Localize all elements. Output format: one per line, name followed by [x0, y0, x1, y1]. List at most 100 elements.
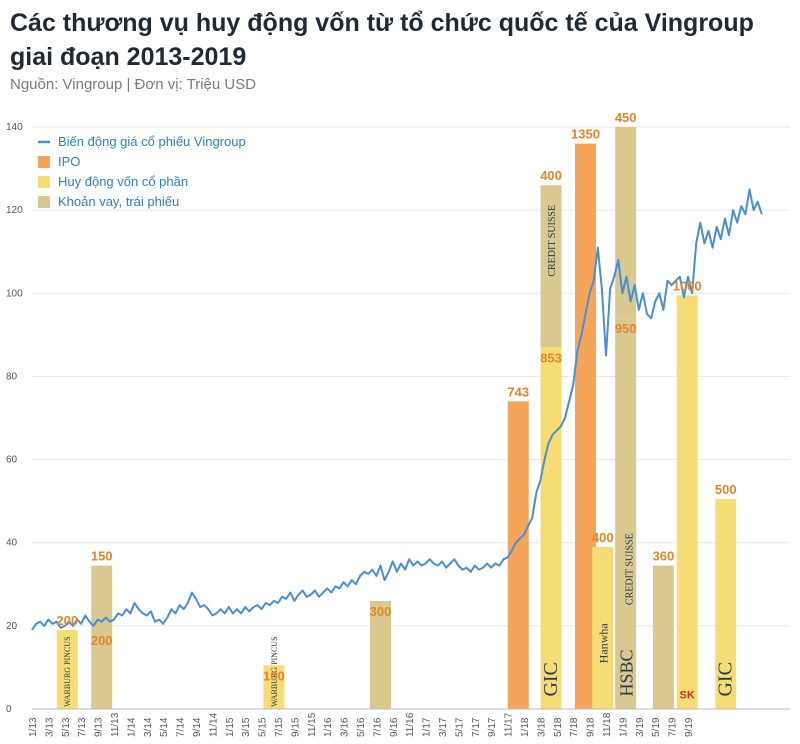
x-tick-label: 9/17: [487, 717, 498, 737]
x-tick-label: 5/19: [651, 717, 662, 737]
axes: 0 20 40 60 80 100 120 140 1/13 3/13 5/13 7/13 9/13 11…: [6, 122, 790, 737]
x-tick-label: 7/17: [471, 717, 482, 737]
x-tick-label: 3/17: [438, 717, 449, 737]
x-tick-label: 5/14: [159, 717, 170, 737]
x-tick-label: 3/15: [241, 717, 252, 737]
price-line: [31, 188, 763, 631]
chart: WARBURG PINCUS WARBURG PINCUS CREDIT SUISS…: [6, 110, 790, 737]
bar-equity: [56, 630, 78, 709]
data-label: 300: [370, 604, 392, 619]
y-tick-label: 140: [6, 122, 23, 133]
y-tick-label: 60: [6, 455, 18, 466]
data-label: 743: [507, 384, 529, 399]
x-tick-label: 9/13: [94, 717, 105, 737]
x-tick-label: 3/14: [143, 717, 154, 737]
x-tick-label: 9/15: [290, 717, 301, 737]
hsbc-logo: HSBC: [617, 649, 637, 696]
y-tick-label: 0: [6, 704, 12, 715]
x-tick-label: 7/13: [77, 717, 88, 737]
legend-swatch-equity: [38, 176, 50, 188]
data-label: 1350: [571, 127, 600, 142]
data-label: 200: [56, 613, 78, 628]
data-label: 400: [540, 168, 562, 183]
y-tick-label: 40: [6, 538, 18, 549]
x-tick-label: 7/19: [668, 717, 679, 737]
x-tick-label: 1/19: [618, 717, 629, 737]
x-tick-label: 3/18: [536, 717, 547, 737]
gic-logo: GIC: [540, 662, 562, 696]
data-label: 200: [91, 633, 113, 648]
legend-swatch-ipo: [38, 156, 50, 168]
sk-logo: SK: [680, 690, 695, 702]
bar-equity: [676, 295, 698, 709]
bar-equity: [540, 347, 562, 709]
x-tick-label: 11/15: [307, 712, 318, 737]
x-tick-label: 7/15: [274, 717, 285, 737]
data-label: 950: [615, 321, 637, 336]
bar-loan: [615, 318, 637, 709]
x-tick-label: 1/13: [28, 717, 39, 737]
data-label: 100: [263, 668, 285, 683]
x-tick-label: 5/15: [258, 717, 269, 737]
bar-loan: [91, 630, 113, 709]
x-tick-label: 11/18: [602, 712, 613, 737]
bar-loan: [540, 185, 562, 348]
bar-equity: [592, 546, 614, 709]
legend-label: IPO: [58, 154, 80, 169]
x-tick-label: 9/14: [192, 717, 203, 737]
x-tick-label: 9/18: [586, 717, 597, 737]
chart-title: Các thương vụ huy động vốn từ tổ chức qu…: [10, 9, 754, 71]
data-label: 853: [540, 350, 562, 365]
price-line-group: [31, 188, 763, 631]
y-tick-label: 80: [6, 371, 18, 382]
x-tick-label: 11/17: [504, 712, 515, 737]
x-tick-label: 5/18: [553, 717, 564, 737]
x-tick-label: 11/13: [110, 712, 121, 737]
gic-logo: GIC: [715, 662, 737, 696]
y-tick-label: 100: [6, 288, 23, 299]
bar-loan: [652, 565, 674, 709]
bar-equity: [263, 665, 285, 709]
bar-equity: [715, 499, 737, 709]
x-tick-label: 5/17: [454, 717, 465, 737]
x-tick-label: 11/16: [405, 712, 416, 737]
x-tick-label: 7/16: [372, 717, 383, 737]
credit-suisse-logo: CREDIT SUISSE: [547, 205, 558, 277]
legend-swatch-loan: [38, 196, 50, 208]
x-tick-label: 1/15: [225, 717, 236, 737]
y-tick-label: 20: [6, 621, 18, 632]
x-tick-label: 9/16: [389, 717, 400, 737]
grid: [32, 126, 790, 710]
warburg-pincus-logo: WARBURG PINCUS: [63, 636, 72, 706]
data-label: 450: [615, 110, 637, 125]
data-label: 400: [592, 530, 614, 545]
bar-loan: [91, 565, 113, 631]
bars: [56, 127, 737, 710]
legend-label: Khoản vay, trái phiếu: [58, 194, 179, 209]
legend-label: Huy động vốn cổ phần: [58, 174, 188, 189]
data-labels: 200 150 200 100 300 743 400 853 1350 400 450 950 360…: [56, 110, 736, 683]
bar-ipo: [507, 401, 529, 709]
legend: Biến động giá cổ phiếu Vingroup IPO Huy độ…: [38, 134, 246, 209]
legend-label: Biến động giá cổ phiếu Vingroup: [58, 134, 246, 149]
chart-source: Nguồn: Vingroup | Đơn vị: Triệu USD: [10, 76, 257, 93]
brand-logos: WARBURG PINCUS WARBURG PINCUS CREDIT SUISS…: [63, 205, 736, 707]
x-tick-label: 1/14: [126, 717, 137, 737]
y-tick-label: 120: [6, 205, 23, 216]
x-tick-label: 5/13: [61, 717, 72, 737]
warburg-pincus-logo: WARBURG PINCUS: [270, 636, 279, 706]
bar-ipo: [575, 143, 596, 710]
x-tick-label: 3/16: [340, 717, 351, 737]
x-tick-label: 3/19: [635, 717, 646, 737]
data-label: 500: [715, 482, 737, 497]
x-tick-label: 1/17: [422, 717, 433, 737]
x-tick-label: 11/14: [208, 712, 219, 737]
credit-suisse-logo: CREDIT SUISSE: [625, 533, 636, 605]
x-tick-label: 5/16: [356, 717, 367, 737]
data-label: 150: [91, 549, 113, 564]
x-tick-label: 7/18: [569, 717, 580, 737]
bar-loan: [370, 600, 391, 709]
hanwha-logo: Hanwha: [597, 623, 611, 664]
data-label: 360: [653, 549, 675, 564]
x-tick-label: 1/16: [323, 717, 334, 737]
